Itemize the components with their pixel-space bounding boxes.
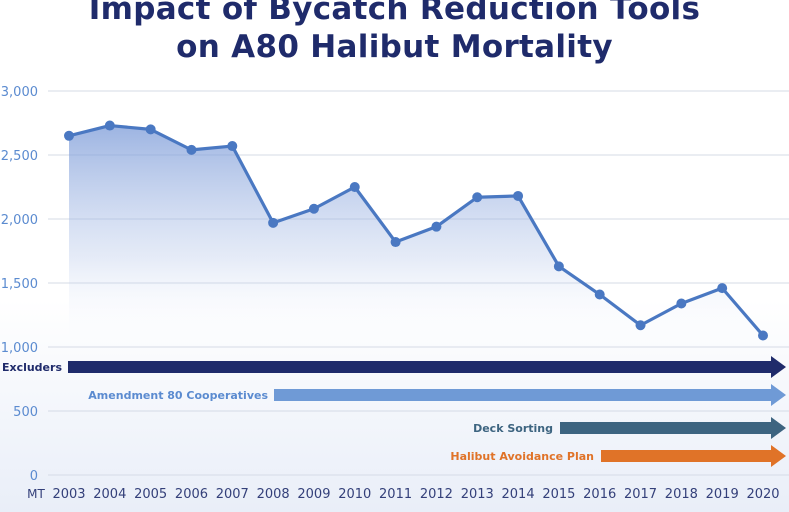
data-point	[717, 283, 728, 294]
data-point	[64, 130, 74, 141]
data-points	[64, 120, 768, 341]
x-tick-label: 2007	[216, 487, 249, 502]
x-tick-label: 2009	[297, 487, 330, 502]
x-tick-label: 2014	[502, 487, 535, 502]
y-tick-label: 3,000	[1, 85, 38, 100]
tool-arrow-label: Deck Sorting	[473, 422, 553, 435]
x-tick-label: 2015	[542, 487, 575, 502]
data-point	[186, 144, 197, 155]
x-tick-label: 2017	[624, 487, 657, 502]
tool-arrow	[68, 356, 786, 378]
tool-arrow	[560, 417, 786, 439]
data-point	[349, 182, 360, 192]
x-tick-label: 2003	[52, 487, 85, 502]
y-tick-label: 0	[30, 469, 38, 484]
x-tick-label: 2005	[134, 487, 167, 502]
x-tick-label: 2012	[420, 487, 453, 502]
data-point	[472, 192, 483, 203]
data-point	[758, 330, 768, 341]
tool-arrow-label: Halibut Avoidance Plan	[450, 450, 594, 463]
data-point	[227, 141, 238, 152]
x-tick-label: 2018	[665, 487, 698, 502]
y-tick-label: 2,500	[1, 149, 38, 164]
x-tick-label: 2019	[706, 487, 739, 502]
x-tick-label: 2020	[746, 487, 779, 502]
data-point	[145, 124, 156, 135]
data-point	[594, 289, 605, 300]
x-axis-unit-label: MT	[27, 487, 45, 501]
series-area	[69, 125, 763, 347]
y-tick-label: 1,000	[1, 341, 38, 356]
y-tick-label: 500	[13, 405, 38, 420]
x-tick-label: 2013	[461, 487, 494, 502]
tool-arrow-label: Excluders	[2, 361, 62, 374]
data-point	[676, 298, 687, 309]
x-tick-label: 2011	[379, 487, 412, 502]
x-tick-label: 2010	[338, 487, 371, 502]
tool-arrows: Excluders Amendment 80 Cooperatives Deck S…	[2, 356, 786, 467]
x-tick-label: 2016	[583, 487, 616, 502]
y-tick-label: 2,000	[1, 213, 38, 228]
x-tick-label: 2008	[257, 487, 290, 502]
data-point	[268, 217, 279, 228]
data-point	[513, 190, 524, 201]
data-point	[635, 320, 646, 331]
y-tick-label: 1,500	[1, 277, 38, 292]
x-tick-label: 2006	[175, 487, 208, 502]
data-point	[104, 120, 115, 131]
series-line-path	[68, 123, 765, 337]
data-point	[390, 237, 401, 248]
data-point	[553, 261, 564, 272]
chart-title-line-2: on A80 Halibut Mortality	[176, 29, 613, 65]
area-fill	[69, 125, 763, 347]
chart-title-line-1: Impact of Bycatch Reduction Tools	[88, 0, 701, 27]
series-line	[68, 123, 765, 337]
data-point	[308, 203, 319, 214]
tool-arrow	[274, 384, 786, 406]
axis-labels: 0 500 1,000 1,500 2,000 2,500 3,000 MT 2003 2004 2…	[1, 85, 780, 502]
x-tick-label: 2004	[93, 487, 126, 502]
data-point	[431, 221, 442, 232]
tool-arrow-label: Amendment 80 Cooperatives	[88, 389, 268, 402]
tool-arrow	[601, 445, 786, 467]
